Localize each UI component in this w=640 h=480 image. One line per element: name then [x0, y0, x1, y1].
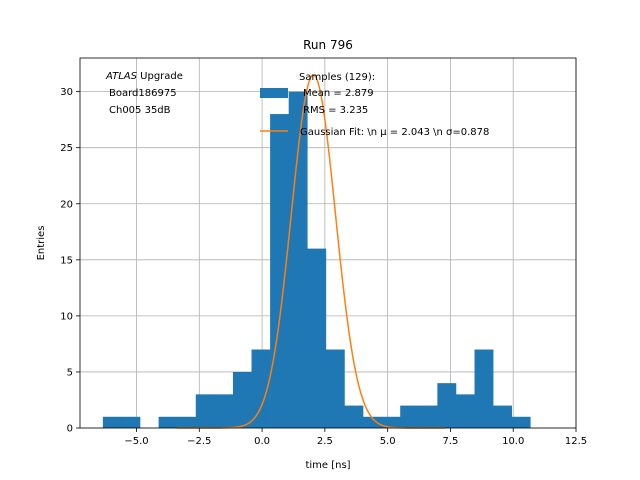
histogram-bar-19	[455, 394, 475, 428]
legend-samples-label: Samples (129):	[299, 72, 375, 83]
annotation-line-3: Ch005 35dB	[109, 105, 171, 116]
x-tick-label-6: 10.0	[502, 436, 524, 447]
histogram-bar-20	[474, 349, 494, 428]
histogram-bar-6	[214, 394, 234, 428]
histogram-bar-8	[251, 349, 271, 428]
annotation-line-2: Board186975	[109, 88, 177, 99]
y-tick-label-2: 10	[60, 311, 73, 322]
histogram-bar-5	[195, 394, 215, 428]
x-tick-label-2: 0.0	[254, 436, 270, 447]
histogram-bar-3	[158, 416, 178, 428]
histogram-bar-21	[493, 405, 513, 428]
y-tick-label-1: 5	[67, 367, 73, 378]
histogram-bar-0	[102, 416, 122, 428]
legend-swatch-samples	[260, 88, 288, 98]
y-tick-label-3: 15	[60, 255, 73, 266]
x-tick-label-5: 7.5	[442, 436, 458, 447]
histogram-bar-10	[288, 91, 308, 429]
legend-mean: Mean = 2.879	[303, 88, 374, 99]
histogram-bar-12	[325, 349, 345, 428]
atlas-annotation: ATLAS Upgrade Board186975 Ch005 35dB	[105, 71, 183, 116]
histogram-bar-4	[177, 416, 197, 428]
x-tick-label-3: 2.5	[317, 436, 333, 447]
y-axis-label: Entries	[36, 226, 47, 261]
histogram-bar-1	[121, 416, 141, 428]
legend-fit-label: Gaussian Fit: \n μ = 2.043 \n σ=0.878	[300, 127, 489, 138]
histogram-bar-17	[418, 405, 438, 428]
histogram-bar-16	[400, 405, 420, 428]
annotation-line-1: ATLAS Upgrade	[105, 71, 183, 82]
histogram-bar-15	[381, 416, 401, 428]
histogram-bar-13	[344, 405, 364, 428]
histogram-bar-9	[270, 114, 289, 428]
histogram-bar-7	[232, 371, 252, 428]
x-axis-ticks: −5.0 −2.5 0.0 2.5 5.0 7.5 10.0 12.5	[124, 428, 587, 447]
legend: Samples (129): Mean = 2.879 RMS = 3.235 …	[260, 72, 489, 138]
x-tick-label-0: −5.0	[124, 436, 148, 447]
histogram-bar-11	[307, 248, 327, 428]
histogram-bar-22	[511, 416, 531, 428]
x-tick-label-4: 5.0	[380, 436, 396, 447]
plot-frame	[79, 57, 577, 429]
histogram-bar-18	[437, 383, 457, 428]
y-tick-label-5: 25	[60, 143, 73, 154]
x-axis-label: time [ns]	[305, 460, 350, 471]
y-tick-label-0: 0	[67, 424, 73, 435]
x-tick-label-7: 12.5	[565, 436, 587, 447]
y-axis-ticks: 0 5 10 15 20 25 30	[60, 87, 80, 435]
x-tick-label-1: −2.5	[187, 436, 211, 447]
legend-rms: RMS = 3.235	[303, 105, 368, 116]
histogram-bars	[102, 91, 531, 429]
y-tick-label-6: 30	[60, 87, 73, 98]
chart-title: Run 796	[303, 38, 353, 52]
histogram-bar-14	[363, 416, 382, 428]
y-tick-label-4: 20	[60, 199, 73, 210]
